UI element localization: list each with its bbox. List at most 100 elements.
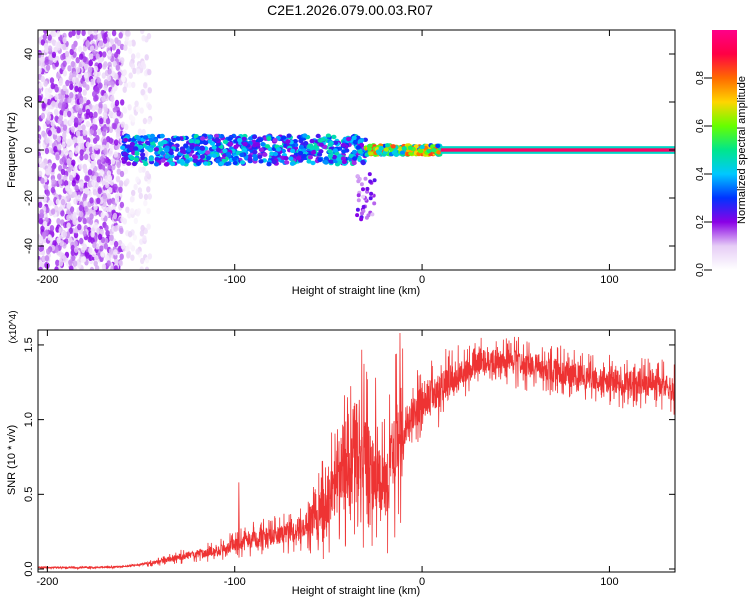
spectrum-cell [45, 91, 50, 99]
spectrum-cell [73, 165, 78, 172]
spectrum-cell [68, 259, 73, 266]
spectrum-cell [46, 98, 52, 106]
spectrum-cell [355, 145, 361, 150]
spectrum-cell [399, 150, 406, 155]
spectrum-cell [257, 154, 263, 159]
spectrum-cell [131, 40, 136, 47]
spectrum-cell [42, 231, 47, 238]
spectrum-cell [95, 87, 100, 94]
spectrum-cell [47, 34, 52, 41]
spectrum-cell [67, 110, 72, 118]
spectrum-cell [113, 151, 119, 158]
spectrogram-xlabel: Height of straight line (km) [292, 285, 420, 297]
spectrum-cell [216, 141, 222, 147]
spectrum-cell [63, 174, 68, 182]
spectrum-cell [426, 148, 432, 154]
spectrum-cell [66, 214, 71, 221]
spectrum-cell [359, 182, 364, 187]
spectrum-cell [355, 135, 361, 140]
spectrum-cell [393, 152, 399, 157]
spectrum-cell [164, 148, 170, 153]
spectrum-cell [107, 68, 112, 75]
spectrum-cell [130, 208, 135, 215]
spectrum-cell [119, 43, 125, 51]
spectrum-cell [69, 206, 75, 213]
spectrum-cell [46, 248, 51, 255]
spectrum-cell [131, 116, 136, 123]
spectrum-cell [112, 212, 118, 220]
spectrum-cell [84, 205, 89, 213]
spectrum-cell [56, 127, 61, 134]
spectrum-cell [136, 68, 141, 75]
spectrum-cell [118, 186, 123, 193]
spectrum-cell [141, 35, 146, 42]
spectrum-cell [370, 212, 375, 217]
spectrum-cell [44, 147, 50, 155]
spectrum-cell [56, 218, 61, 225]
spectrum-cell [38, 95, 43, 102]
spectrum-cell [69, 265, 74, 270]
spectrum-cell [64, 149, 69, 156]
spectrum-cell [96, 159, 102, 166]
spectrum-cell [113, 265, 118, 270]
spectrum-cell [110, 95, 115, 103]
spectrum-cell [123, 167, 129, 175]
spectrum-cell [38, 102, 42, 109]
spectrum-cell [103, 243, 109, 250]
spectrum-cell [122, 151, 128, 156]
spectrum-cell [71, 43, 76, 51]
snr-ytick-label: 1.0 [23, 412, 35, 427]
spectrum-cell [62, 124, 68, 131]
spectrum-cell [45, 206, 50, 214]
spectrum-cell [225, 151, 231, 157]
spectrum-cell [75, 174, 80, 181]
spectrum-cell [120, 57, 125, 64]
spectrum-cell [188, 138, 194, 144]
spectrum-cell [63, 180, 69, 187]
snr-panel: -200 -100 0 100 0.0 0.5 1.0 1.5 Height of strai… [6, 310, 676, 597]
spectrum-cell [122, 69, 127, 76]
spectrum-cell [123, 137, 129, 143]
spectrum-cell [44, 43, 49, 50]
spectrum-cell [98, 82, 103, 89]
spectrum-cell [95, 153, 100, 160]
spectrum-cell [134, 151, 140, 156]
snr-frame [37, 329, 676, 573]
spectrum-cell [81, 30, 86, 37]
colorbar: 0.0 0.2 0.4 0.6 0.8 Normalized spectral ampl… [695, 30, 748, 277]
spectrum-cell [108, 248, 114, 255]
spectrum-cell [114, 139, 119, 146]
colorbar-label: Normalized spectral amplitude [736, 76, 748, 224]
spectrum-cell [68, 74, 74, 82]
spectrum-cell [139, 238, 144, 245]
spectrum-cell [74, 147, 79, 154]
spectrum-cell [144, 54, 149, 61]
colorbar-gradient [712, 30, 737, 270]
spectrum-cell [357, 139, 363, 144]
spectrum-cell [61, 156, 66, 163]
spectrum-cell [110, 158, 116, 165]
spectrum-cell [69, 92, 74, 99]
spectrum-cell [65, 231, 71, 238]
spectrum-cell [140, 152, 146, 157]
spectrum-cell [127, 40, 133, 47]
spectrum-cell [118, 32, 123, 39]
spectrum-cell [77, 223, 82, 231]
spectrum-cell [435, 143, 441, 149]
spectrum-cell [90, 78, 95, 86]
spectrum-cell [38, 60, 41, 67]
spectrum-cell [134, 157, 140, 162]
spectrum-cell [390, 144, 396, 149]
spectrum-cell [88, 247, 93, 254]
spectrum-cell [93, 65, 99, 73]
spectrum-cell [40, 39, 46, 46]
spectrum-cell [356, 179, 361, 184]
spectrum-cell [72, 266, 77, 270]
snr-series-line [38, 332, 675, 571]
spectrum-cell [272, 138, 278, 143]
spectrum-cell [367, 172, 372, 177]
spectrum-cell [418, 148, 424, 154]
spectrum-cell [336, 157, 342, 162]
spectrum-cell [306, 159, 312, 164]
spectrum-cell [138, 144, 144, 150]
